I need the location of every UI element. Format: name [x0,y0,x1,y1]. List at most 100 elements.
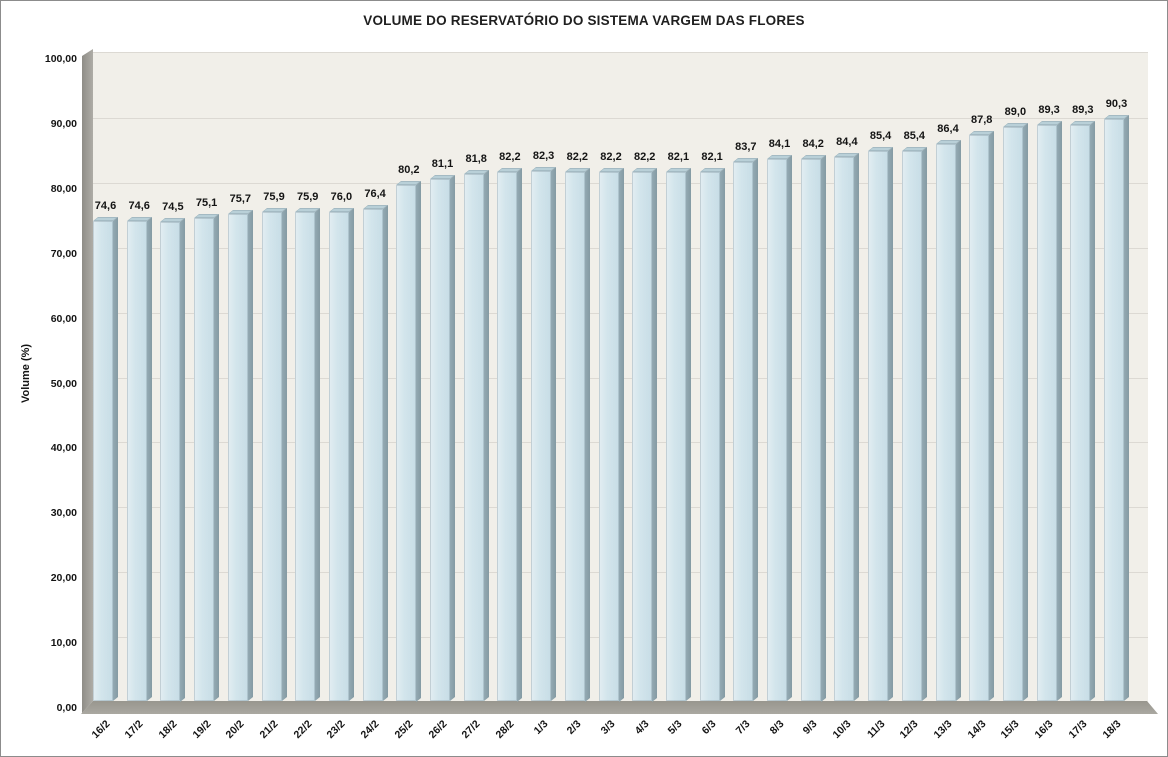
bar-value-label: 76,4 [364,188,386,201]
bar-value-label: 89,3 [1072,104,1094,117]
bar-value-label: 87,8 [970,114,993,127]
bar: 81,1 [430,158,455,701]
gridline [93,117,1148,119]
bar-value-label: 75,1 [195,196,218,209]
bar-front-face [328,211,349,701]
bar: 74,6 [126,200,152,701]
axis-wall-3d [82,49,93,713]
bar-front-face [1104,119,1124,701]
bar-value-label: 82,2 [499,150,521,163]
bar-value-label: 75,7 [229,192,252,205]
bar-front-face [767,159,787,701]
bar-value-label: 82,2 [600,150,622,163]
y-axis-tick-label: 90,00 [50,117,77,130]
bar-value-label: 84,1 [768,138,791,151]
bar-value-label: 84,2 [802,137,824,150]
bar-value-label: 75,9 [296,191,319,204]
bar-front-face [800,158,821,701]
y-axis-tick-label: 70,00 [50,247,77,260]
bar-front-face [497,171,518,701]
axis-floor-3d [81,701,1158,714]
bar-front-face [531,170,552,701]
bar: 87,8 [969,114,995,701]
bar: 76,4 [362,188,388,701]
bar-front-face [126,220,147,701]
bar-front-face [901,150,922,701]
bar-front-face [1036,125,1057,701]
bar-value-label: 83,7 [735,140,757,153]
bar-front-face [194,217,215,701]
bar: 82,2 [564,151,590,701]
bar-front-face [430,178,450,701]
bar-value-label: 84,4 [836,136,858,149]
bar-value-label: 86,4 [937,123,959,136]
bar: 75,7 [227,193,253,701]
bar: 82,3 [531,150,557,701]
bar: 81,8 [463,153,489,701]
bar-value-label: 76,0 [330,190,353,203]
bar-value-label: 75,9 [263,191,285,204]
y-axis-tick-label: 30,00 [50,507,77,520]
bar-value-label: 90,3 [1105,98,1128,110]
bar-front-face [1002,127,1023,701]
bar-value-label: 85,4 [869,129,892,142]
bar: 85,4 [901,130,927,701]
bar: 75,1 [194,197,220,701]
bar-front-face [261,212,282,701]
bar: 84,2 [800,138,826,701]
bar-front-face [969,135,990,701]
bar: 74,5 [160,201,186,701]
bar-front-face [396,184,417,701]
bar-value-label: 82,3 [532,149,555,162]
bar-value-label: 74,6 [128,199,150,212]
bar-value-label: 82,1 [701,151,723,164]
bar-value-label: 81,1 [431,157,454,170]
bar-value-label: 89,3 [1038,104,1060,117]
bar: 80,2 [396,164,422,701]
bar: 76,0 [328,191,354,701]
bar: 75,9 [295,191,321,701]
bar: 89,3 [1036,104,1062,701]
bar-front-face [868,150,889,701]
bar-front-face [227,213,248,701]
bar: 83,7 [733,141,759,701]
bar-front-face [463,174,484,701]
bar-front-face [834,157,855,701]
bar: 82,2 [598,151,624,701]
bar: 84,1 [767,138,792,701]
bar-front-face [564,171,585,701]
y-axis-tick-label: 0,00 [56,702,77,714]
bar-front-face [1070,125,1091,701]
bar: 89,0 [1002,106,1028,701]
bar-front-face [295,212,316,701]
bar-value-label: 81,8 [465,153,487,166]
bar-front-face [160,221,181,701]
chart-title: VOLUME DO RESERVATÓRIO DO SISTEMA VARGEM… [363,13,805,28]
bar: 82,1 [665,151,691,701]
y-axis-tick-label: 80,00 [50,182,77,195]
bar: 85,4 [868,130,894,701]
bar: 90,3 [1104,98,1129,701]
bar-front-face [733,161,754,701]
bar-front-face [362,209,383,701]
bar-value-label: 74,5 [162,200,184,213]
bar: 74,6 [93,200,118,701]
bar: 75,9 [261,191,287,701]
y-axis-tick-label: 100,00 [44,53,77,65]
bar: 89,3 [1070,104,1096,701]
bar-front-face [699,172,720,701]
bar-front-face [632,171,653,701]
bar: 82,2 [497,151,523,701]
bar: 82,2 [632,151,658,701]
bar-value-label: 82,1 [667,151,690,164]
bar-front-face [93,220,113,701]
bar-value-label: 82,2 [566,150,589,163]
bar: 82,1 [699,151,725,701]
y-axis-tick-label: 10,00 [50,637,77,650]
y-axis-tick-label: 20,00 [50,572,77,585]
bar-front-face [935,144,956,701]
